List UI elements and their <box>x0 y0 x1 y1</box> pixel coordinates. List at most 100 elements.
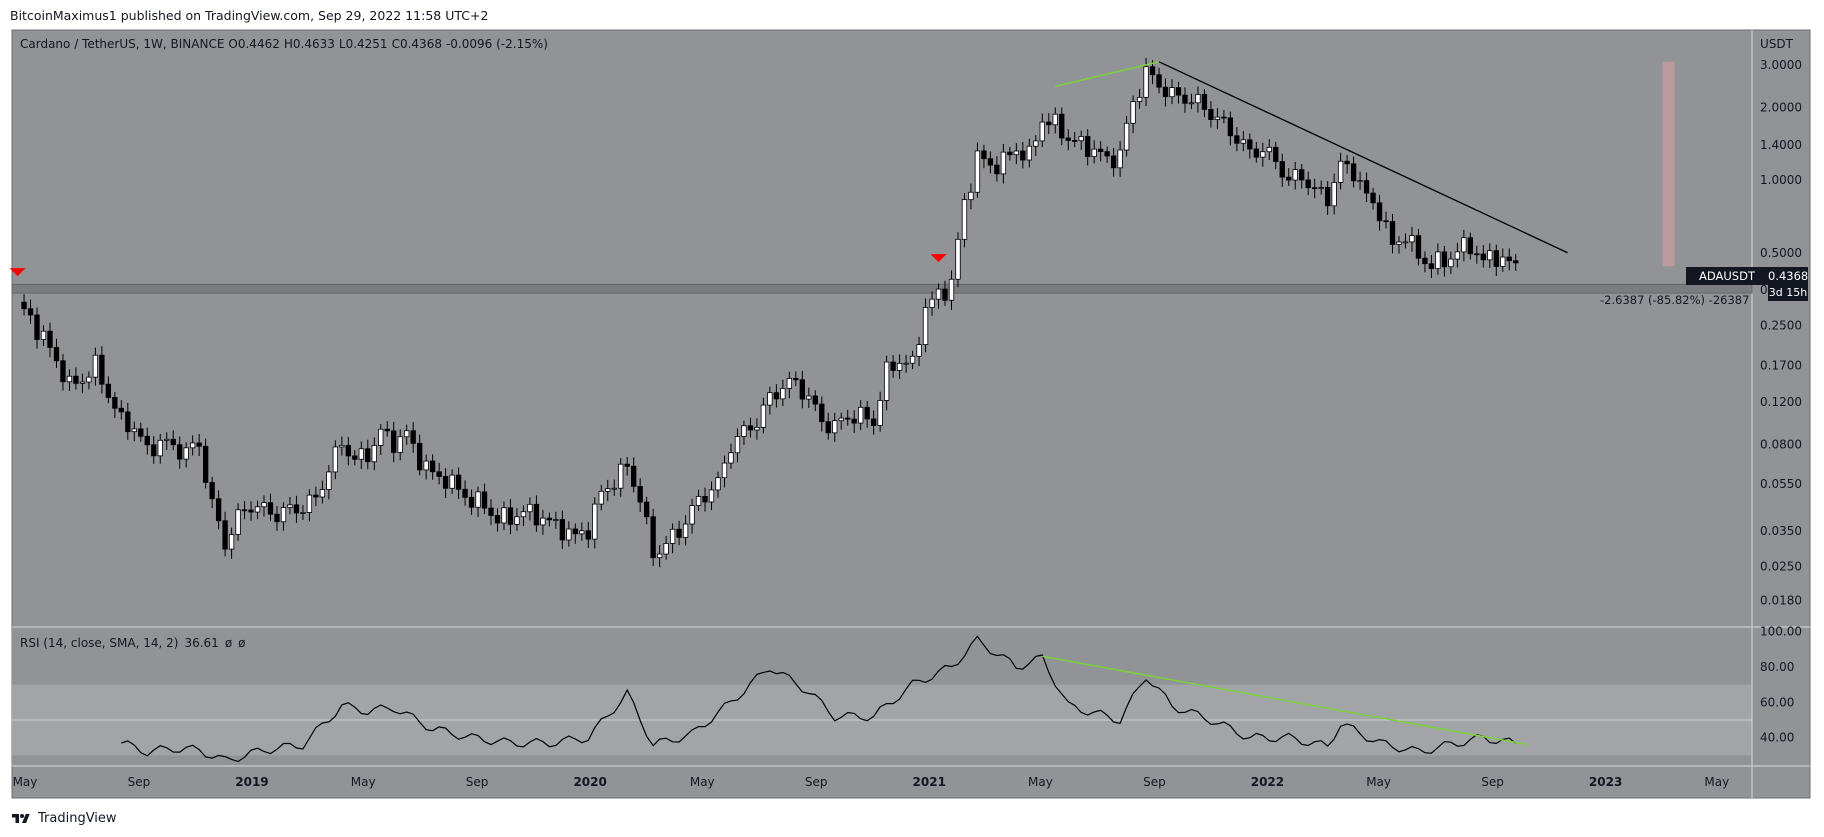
candle-body-down <box>1007 151 1013 156</box>
candle-body-down <box>546 517 553 521</box>
candle-body-down <box>1344 160 1350 165</box>
candle <box>118 400 124 420</box>
candle <box>883 355 890 411</box>
candle <box>760 397 767 434</box>
candle <box>280 502 287 531</box>
candle <box>1299 163 1305 189</box>
bar-countdown: 3d 15h <box>1768 285 1808 301</box>
candle <box>1376 194 1383 231</box>
candle-body-down <box>27 308 34 316</box>
candle-body-down <box>1415 235 1422 259</box>
candle-body-up <box>1448 258 1454 268</box>
candle-body-up <box>1033 140 1039 147</box>
rsi-tick-label: 60.00 <box>1760 695 1794 709</box>
candle <box>60 354 66 391</box>
candle <box>961 193 968 248</box>
candle <box>1175 81 1182 104</box>
candle <box>825 412 831 440</box>
candle-body-up <box>877 400 883 426</box>
time-axis-label: Sep <box>1481 775 1504 789</box>
footer-brand[interactable]: TradingView <box>10 808 117 830</box>
candle-body-up <box>339 444 345 448</box>
candle-body-down <box>215 498 222 522</box>
candle <box>202 438 209 489</box>
candle <box>481 483 488 515</box>
candle <box>1383 211 1389 229</box>
candle-body-up <box>605 488 611 492</box>
candle-body-down <box>1156 74 1162 88</box>
candle <box>1396 236 1402 254</box>
candle <box>358 441 364 470</box>
candle <box>306 489 313 522</box>
price-tick-label: 0.0180 <box>1760 594 1802 608</box>
candle-body-up <box>786 377 793 389</box>
candle-body-up <box>1136 96 1143 102</box>
time-axis-label: 2022 <box>1251 775 1284 789</box>
candle-body-down <box>890 361 896 371</box>
price-tick-label: 0.5000 <box>1760 246 1802 260</box>
candle <box>21 294 27 316</box>
symbol-legend[interactable]: Cardano / TetherUS, 1W, BINANCE O0.4462 … <box>20 37 548 51</box>
last-price-tag: ADAUSDT 0.4368 3d 15h <box>1686 267 1808 301</box>
candle-body-down <box>21 301 27 310</box>
candle <box>1305 171 1311 196</box>
candle <box>1422 251 1428 273</box>
candle-body-up <box>164 438 170 441</box>
candle-body-down <box>151 444 157 457</box>
candle <box>1337 152 1344 190</box>
candle <box>138 422 144 442</box>
candle-body-up <box>1240 139 1247 144</box>
candle <box>215 490 222 530</box>
rsi-legend[interactable]: RSI (14, close, SMA, 14, 2) 36.61 ø ø <box>20 636 246 650</box>
candle <box>650 508 656 567</box>
candle-body-down <box>1324 187 1331 207</box>
candle <box>858 400 864 431</box>
candle-body-up <box>1000 151 1007 175</box>
candle-body-down <box>202 445 209 483</box>
candle <box>423 454 429 480</box>
candle-body-down <box>994 164 1000 175</box>
rsi-line <box>121 635 1517 763</box>
candle-body-up <box>1188 102 1195 105</box>
candle <box>922 298 929 353</box>
candle <box>1123 115 1130 157</box>
candle-body-up <box>1195 93 1201 104</box>
candle <box>780 379 786 407</box>
candle-body-up <box>903 362 909 365</box>
candle <box>1266 139 1272 160</box>
candle <box>319 480 326 504</box>
candle <box>754 418 760 440</box>
candle-body-up <box>1130 101 1136 124</box>
price-tick-label: 0.0350 <box>1760 524 1802 538</box>
candle <box>734 428 741 463</box>
candle <box>1500 248 1506 272</box>
candle <box>546 512 553 527</box>
candle-body-up <box>1078 136 1084 142</box>
candle-body-down <box>267 502 274 515</box>
candle-body-up <box>1402 241 1409 244</box>
candle-body-down <box>352 455 358 460</box>
candle <box>1331 173 1337 215</box>
candle <box>1039 113 1045 148</box>
candle-body-down <box>1253 148 1259 158</box>
candle-body-down <box>1363 180 1370 194</box>
candle-body-down <box>1350 163 1357 182</box>
candle-body-down <box>196 442 202 447</box>
candle-body-up <box>1266 146 1272 153</box>
resistance-marker-icon <box>9 268 26 277</box>
candle-body-down <box>73 375 79 384</box>
candle <box>144 427 150 455</box>
candle-body-down <box>1376 202 1383 222</box>
time-axis-label: May <box>1704 775 1729 789</box>
candle-body-up <box>1337 160 1344 183</box>
candle <box>416 434 423 476</box>
candle <box>1428 254 1435 278</box>
candle-body-up <box>754 426 760 431</box>
candle <box>1409 226 1415 252</box>
candle <box>1110 147 1117 177</box>
candle <box>241 501 248 520</box>
candle <box>1156 67 1162 94</box>
candle <box>631 457 637 493</box>
candle <box>656 545 663 568</box>
